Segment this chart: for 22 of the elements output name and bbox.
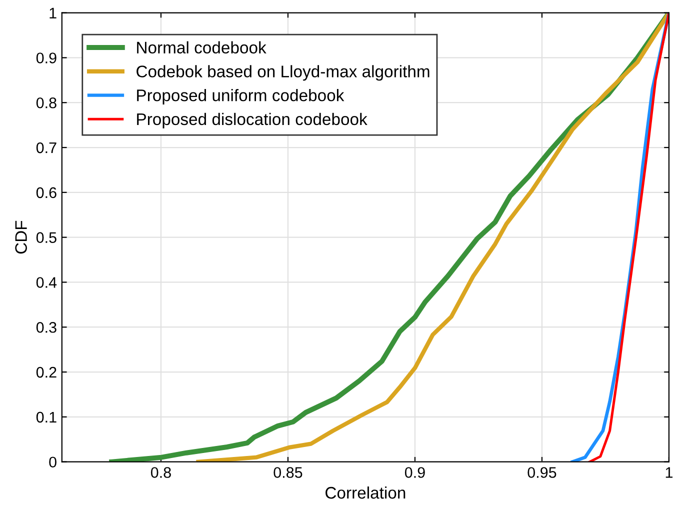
legend-label: Proposed uniform codebook — [137, 89, 344, 105]
y-tick-label: 0.7 — [36, 142, 56, 154]
legend-label: Normal codebook — [137, 41, 266, 54]
y-tick-label: 0.1 — [36, 412, 56, 423]
x-tick-label: 0.9 — [404, 467, 425, 478]
y-axis-title: CDF — [15, 220, 27, 254]
x-tick-label: 0.8 — [150, 467, 171, 478]
legend-label: Proposed dislocation codebook — [137, 112, 368, 128]
y-tick-label: 0.6 — [36, 187, 56, 198]
x-tick-label: 0.95 — [528, 467, 556, 478]
y-tick-label: 1 — [50, 8, 56, 18]
x-axis-title: Correlation — [326, 486, 406, 499]
y-tick-label: 0.8 — [36, 97, 56, 108]
y-tick-label: 0.3 — [36, 322, 56, 333]
legend-label: Codebok based on Lloyd-max algorithm — [136, 65, 430, 81]
y-tick-label: 0 — [49, 456, 56, 468]
y-tick-label: 0.2 — [36, 366, 56, 378]
y-tick-label: 0.5 — [36, 232, 56, 243]
x-tick-label: 0.85 — [274, 467, 302, 478]
y-tick-label: 0.4 — [36, 277, 57, 288]
y-tick-label: 0.9 — [36, 52, 56, 64]
x-tick-label: 1 — [666, 467, 672, 478]
